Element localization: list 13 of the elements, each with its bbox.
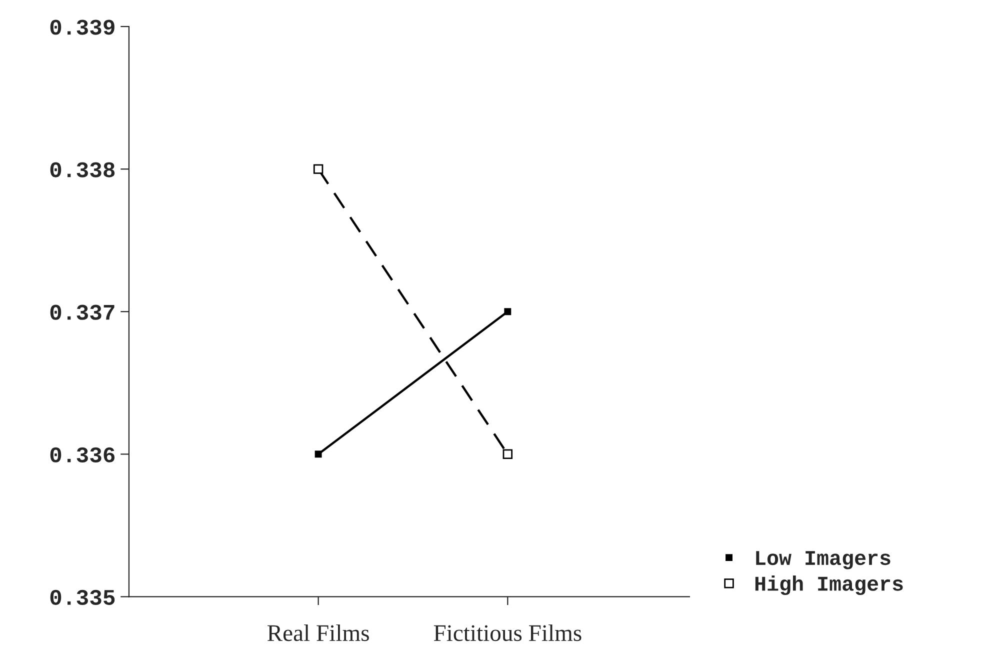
y-tick-label: 0.338 <box>50 162 115 178</box>
point <box>504 308 512 316</box>
y-tick-label: 0.337 <box>50 304 114 320</box>
point <box>313 164 324 174</box>
y-tick-label: 0.335 <box>50 590 115 605</box>
legend-label: High Imagers <box>755 576 903 596</box>
point <box>502 449 513 460</box>
y-tick-label: 0.336 <box>50 447 115 462</box>
x-tick-label: Fictitious Films <box>434 624 582 642</box>
y-tick-label: 0.339 <box>50 20 114 35</box>
point <box>314 450 322 458</box>
x-tick-label: Real Films <box>268 624 369 642</box>
legend-label: Low Imagers <box>756 551 890 570</box>
